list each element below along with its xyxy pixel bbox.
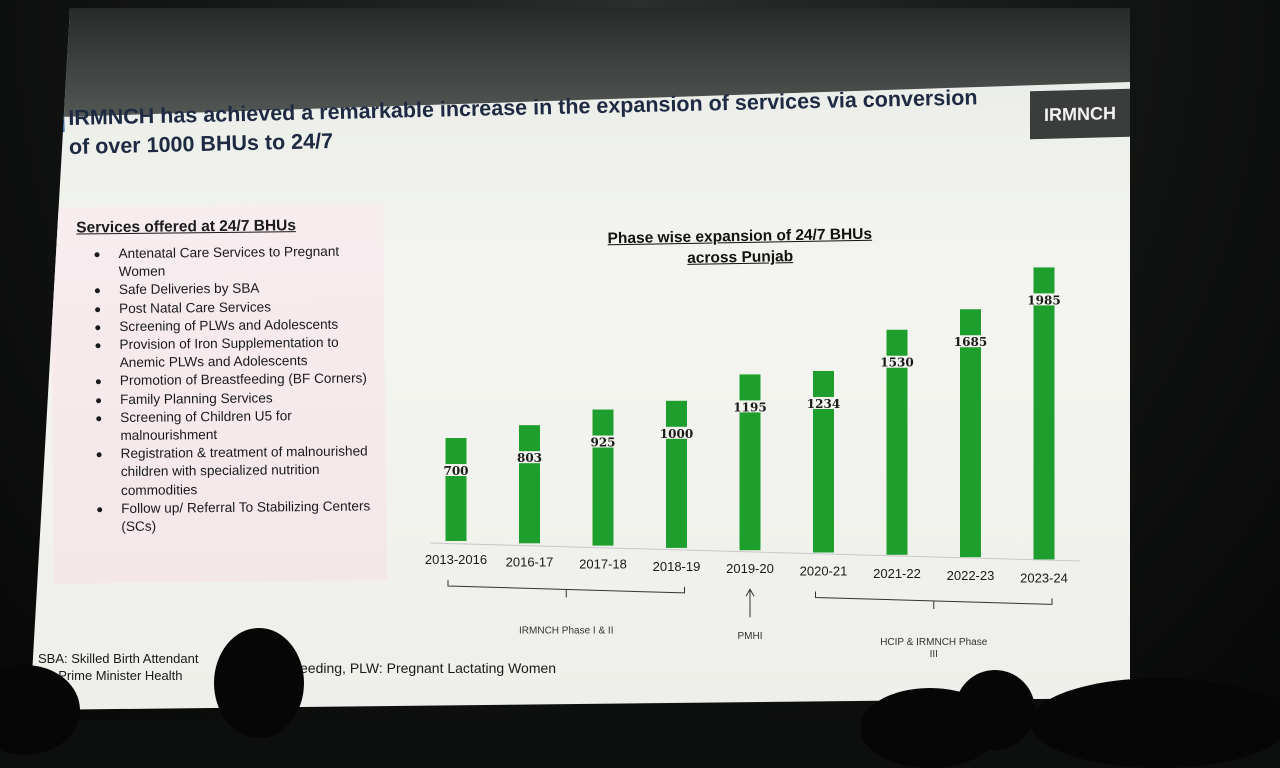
bar-cap-2021-22 <box>886 329 908 356</box>
bar-2013-2016 <box>445 476 467 541</box>
category-label-2023-24: 2023-24 <box>1020 570 1068 585</box>
bar-cap-2017-18 <box>592 409 614 436</box>
category-label-2016-17: 2016-17 <box>506 554 554 569</box>
footnote-line-3: eeding, PLW: Pregnant Lactating Women <box>300 660 557 676</box>
phase-bracket-0 <box>447 580 685 598</box>
value-label-2023-24: 1985 <box>1027 293 1060 307</box>
category-label-2013-2016: 2013-2016 <box>425 552 487 567</box>
category-label-2022-23: 2022-23 <box>947 568 995 583</box>
bar-cap-2016-17 <box>519 425 540 452</box>
value-label-2016-17: 803 <box>517 451 542 465</box>
bar-chart: 700 2013-2016 803 2016-17 925 2017-18 1000 2018… <box>425 267 1081 660</box>
category-label-2018-19: 2018-19 <box>653 559 701 574</box>
value-label-2021-22: 1530 <box>880 356 913 370</box>
category-label-2017-18: 2017-18 <box>579 557 627 572</box>
bar-2017-18 <box>592 447 614 546</box>
bar-cap-2022-23 <box>960 309 981 336</box>
value-label-2013-2016: 700 <box>443 464 468 478</box>
bar-cap-2018-19 <box>666 400 687 427</box>
value-label-2019-20: 1195 <box>733 400 766 414</box>
x-axis-line <box>429 542 1081 562</box>
phase-label-0: IRMNCH Phase I & II <box>519 625 613 636</box>
category-label-2021-22: 2021-22 <box>873 566 921 581</box>
bar-2020-21 <box>813 408 834 553</box>
bar-2023-24 <box>1033 305 1055 560</box>
bar-cap-2023-24 <box>1033 267 1055 294</box>
category-label-2019-20: 2019-20 <box>726 561 774 576</box>
footnote-line-1: SBA: Skilled Birth Attendant <box>38 651 199 666</box>
phase-label-1: PMHI <box>738 631 763 642</box>
projected-slide: IRMNCH IRMNCH has achieved a remarkable … <box>30 8 1130 710</box>
value-label-2018-19: 1000 <box>660 427 693 441</box>
bar-cap-2013-2016 <box>445 438 467 465</box>
value-label-2017-18: 925 <box>590 436 615 450</box>
bar-2022-23 <box>960 347 981 558</box>
arrow-head-icon <box>745 588 755 597</box>
bar-2016-17 <box>519 463 540 544</box>
phase-bracket-2 <box>815 591 1053 609</box>
value-label-2020-21: 1234 <box>807 397 840 411</box>
bar-2021-22 <box>886 367 908 555</box>
footnote-abbreviations: SBA: Skilled Birth Attendant HI: Prime M… <box>38 650 198 684</box>
category-label-2020-21: 2020-21 <box>800 564 848 579</box>
bar-cap-2019-20 <box>739 374 761 401</box>
bar-2018-19 <box>666 438 687 548</box>
audience-head <box>214 628 304 738</box>
audience-head <box>955 670 1035 750</box>
value-label-2022-23: 1685 <box>954 335 987 349</box>
phase-label-2: III <box>930 649 938 660</box>
bar-2019-20 <box>739 412 761 551</box>
footnote-line-2: HI: Prime Minister Health <box>38 668 183 683</box>
audience-head <box>1030 678 1280 768</box>
phase-label-2: HCIP & IRMNCH Phase <box>880 637 988 648</box>
bar-cap-2020-21 <box>813 370 834 397</box>
